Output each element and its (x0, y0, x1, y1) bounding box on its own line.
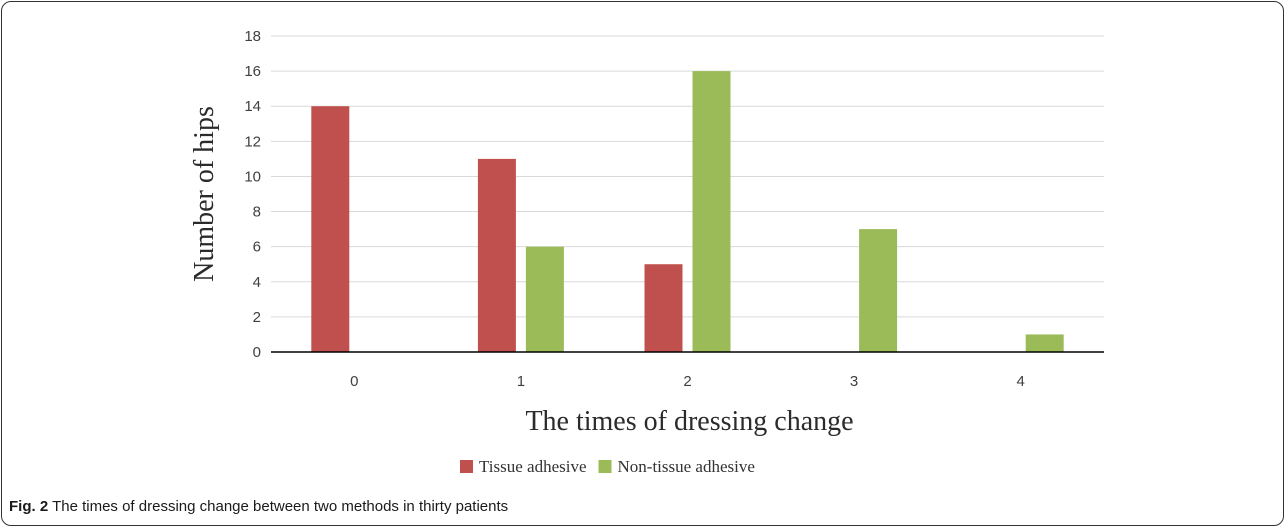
bar-non-tissue-adhesive-1 (525, 246, 564, 352)
legend-swatch (598, 460, 612, 473)
y-tick-label: 0 (253, 344, 261, 361)
y-axis-title: Number of hips (189, 106, 220, 282)
figure-caption: Fig. 2 The times of dressing change betw… (9, 498, 508, 515)
y-tick-label: 2 (253, 309, 261, 326)
y-tick-label: 18 (244, 28, 261, 45)
figure-label: Fig. 2 (9, 498, 49, 515)
x-tick-label: 4 (1017, 373, 1025, 390)
bar-non-tissue-adhesive-2 (692, 71, 731, 352)
legend: Tissue adhesive Non-tissue adhesive (460, 457, 755, 476)
x-axis-title: The times of dressing change (525, 406, 853, 437)
bar-tissue-adhesive-2 (644, 264, 683, 352)
x-tick-label: 0 (350, 373, 358, 390)
bar-tissue-adhesive-0 (311, 106, 350, 352)
bar-tissue-adhesive-1 (477, 158, 516, 352)
y-tick-label: 12 (244, 133, 261, 150)
caption-text: The times of dressing change between two… (48, 498, 509, 515)
y-tick-label: 14 (244, 98, 261, 115)
y-tick-label: 16 (244, 63, 261, 80)
bar-non-tissue-adhesive-3 (859, 229, 898, 352)
legend-swatch (460, 460, 473, 473)
bar-non-tissue-adhesive-4 (1025, 334, 1064, 352)
y-tick-label: 6 (253, 239, 261, 256)
y-tick-label: 10 (244, 168, 261, 185)
x-tick-label: 3 (850, 373, 858, 390)
legend-label: Non-tissue adhesive (618, 457, 755, 476)
legend-label: Tissue adhesive (479, 457, 587, 476)
y-tick-label: 4 (253, 274, 261, 291)
x-tick-label: 1 (517, 373, 525, 390)
y-tick-label: 8 (253, 204, 261, 221)
x-tick-label: 2 (683, 373, 691, 390)
